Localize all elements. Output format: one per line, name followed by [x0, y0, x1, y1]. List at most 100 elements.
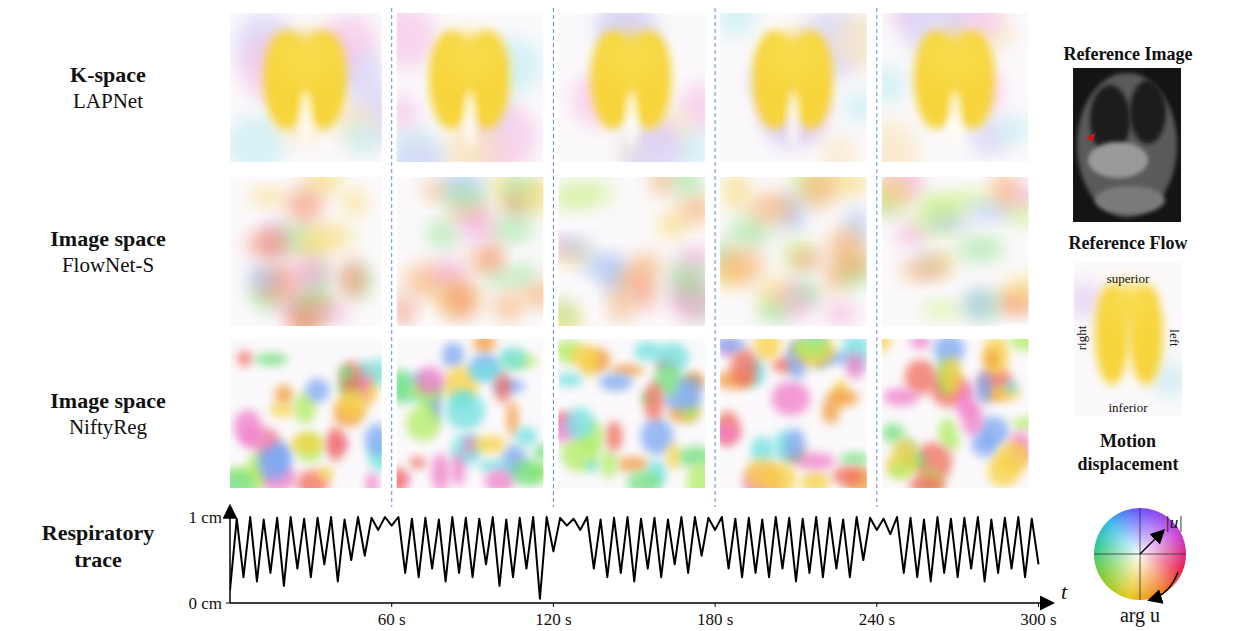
- x-axis-title: t: [1061, 579, 1068, 604]
- flow-blob: [558, 302, 582, 326]
- flow-blob: [835, 14, 867, 69]
- flow-blob: [882, 339, 891, 352]
- flow-background: [230, 177, 382, 326]
- flow-blob: [801, 471, 829, 488]
- flow-blob: [565, 408, 594, 440]
- flow-blob: [720, 13, 755, 38]
- flow-blob: [882, 66, 906, 103]
- direction-label: inferior: [1109, 400, 1149, 415]
- flow-blob: [754, 339, 781, 360]
- flow-blob: [327, 426, 345, 461]
- flow-blob: [790, 339, 828, 358]
- flow-blob: [397, 296, 415, 326]
- lung-gap: [788, 90, 798, 150]
- trace-line: [230, 517, 1039, 599]
- flow-blob: [488, 217, 535, 241]
- direction-label: right: [1074, 325, 1089, 350]
- flow-blob: [832, 467, 863, 486]
- flow-blob: [628, 253, 662, 278]
- flow-blob: [406, 406, 440, 441]
- flow-background: [558, 339, 705, 488]
- flow-blob: [909, 475, 945, 488]
- figure: K-spaceLAPNetImage spaceFlowNet-SImage s…: [0, 0, 1240, 631]
- flow-map: [720, 177, 867, 326]
- flow-map: [397, 339, 544, 488]
- flow-blob: [586, 459, 598, 472]
- lung-flow: [926, 34, 985, 82]
- flow-blob: [397, 13, 436, 69]
- flow-blob: [793, 281, 820, 305]
- flow-blob: [650, 177, 676, 196]
- y-tick: [226, 603, 230, 604]
- flow-blob: [632, 275, 657, 310]
- flow-map: [720, 339, 867, 488]
- flow-blob: [499, 347, 527, 371]
- flow-blob: [338, 389, 368, 418]
- flow-blob: [666, 443, 680, 469]
- flow-blob: [730, 348, 757, 385]
- x-tick: [391, 603, 392, 607]
- y-tick: [226, 517, 230, 518]
- flow-blob: [427, 220, 459, 248]
- flow-blob: [338, 260, 366, 298]
- flow-blob: [883, 388, 919, 406]
- reference-image: [1073, 68, 1181, 222]
- reference-flow: [1074, 262, 1182, 416]
- flow-blob: [445, 391, 485, 430]
- mri-lung: [1130, 80, 1166, 144]
- flow-blob: [827, 227, 865, 262]
- flow-map: [397, 13, 544, 162]
- flow-blob: [720, 247, 764, 284]
- flow-blob: [938, 418, 957, 445]
- flow-blob: [297, 227, 331, 262]
- flow-blob: [1010, 339, 1029, 351]
- direction-label: left: [1167, 329, 1182, 347]
- flow-blob: [921, 196, 969, 217]
- flow-map: [882, 177, 1029, 326]
- plot-background: [230, 507, 1052, 603]
- panel-title: Reference Flow: [1068, 233, 1187, 253]
- plot-area: [230, 507, 1052, 603]
- magnitude-label: |u|: [1165, 513, 1183, 532]
- flow-blob: [998, 114, 1029, 146]
- flow-blob: [627, 471, 661, 488]
- flow-blob: [237, 351, 252, 366]
- flow-blob: [431, 453, 449, 488]
- flow-blob: [442, 279, 478, 321]
- flow-map: [230, 13, 382, 162]
- flow-blob: [976, 372, 992, 405]
- flow-blob: [397, 467, 406, 488]
- flow-map: [558, 177, 705, 326]
- magnitude-arrow: [1140, 531, 1163, 554]
- flow-blob: [442, 343, 464, 368]
- flow-blob: [493, 292, 523, 321]
- trace-title-line: Respiratory: [42, 520, 154, 545]
- flow-blob: [310, 304, 349, 324]
- flow-blob: [558, 302, 574, 326]
- flow-blob: [785, 428, 806, 462]
- lung-flow: [276, 34, 337, 82]
- flow-blob: [997, 442, 1029, 474]
- y-tick-label: 1 cm: [188, 508, 222, 527]
- flow-map: [230, 177, 382, 326]
- mri-abdomen: [1095, 186, 1165, 214]
- flow-blob: [962, 402, 983, 436]
- flow-blob: [825, 304, 857, 323]
- flow-blob: [484, 270, 516, 286]
- lung-gap: [627, 90, 637, 150]
- flow-blob: [673, 177, 702, 196]
- flow-blob: [801, 177, 836, 209]
- lung-flow: [1106, 283, 1150, 327]
- row-title: Image space: [50, 226, 166, 251]
- flow-blob: [957, 236, 1005, 262]
- flow-blob: [765, 463, 796, 488]
- flow-blob: [845, 353, 864, 379]
- x-tick-label: 120 s: [535, 610, 571, 629]
- trace-title: Respiratorytrace: [42, 520, 154, 572]
- flow-blob: [1003, 381, 1018, 393]
- flow-blob: [473, 339, 495, 354]
- flow-blob: [571, 182, 613, 206]
- flow-map: [558, 13, 705, 162]
- flow-blob: [291, 256, 330, 291]
- flow-blob: [971, 433, 998, 456]
